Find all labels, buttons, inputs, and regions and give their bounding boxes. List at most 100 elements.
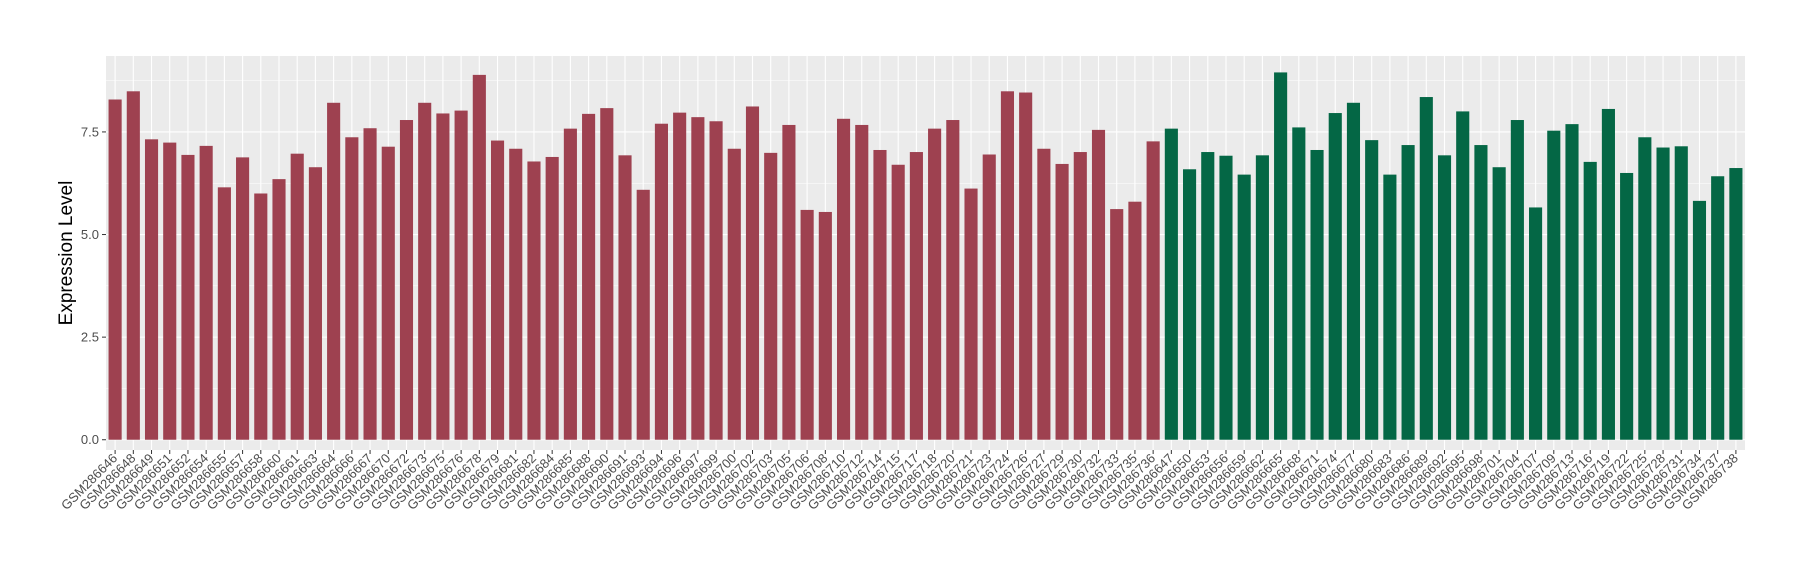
bar-GSM286700 bbox=[727, 148, 741, 440]
bar-GSM286686 bbox=[1401, 145, 1415, 440]
bar-GSM286663 bbox=[308, 167, 322, 440]
bar-GSM286707 bbox=[1529, 207, 1543, 440]
bar-GSM286714 bbox=[873, 149, 887, 440]
bar-GSM286695 bbox=[1456, 111, 1470, 440]
bar-GSM286724 bbox=[1000, 91, 1015, 440]
bar-GSM286730 bbox=[1073, 152, 1087, 440]
y-tick-label: 7.5 bbox=[81, 124, 99, 139]
bar-GSM286682 bbox=[527, 161, 541, 440]
bar-GSM286668 bbox=[1292, 127, 1306, 440]
y-tick-label: 5.0 bbox=[81, 227, 99, 242]
bar-GSM286729 bbox=[1055, 163, 1069, 440]
bar-GSM286685 bbox=[563, 128, 577, 440]
bar-GSM286651 bbox=[163, 142, 177, 440]
bar-GSM286684 bbox=[545, 156, 559, 440]
bar-GSM286648 bbox=[126, 91, 140, 440]
bar-GSM286650 bbox=[1183, 169, 1197, 440]
bar-GSM286697 bbox=[691, 117, 705, 440]
bar-GSM286702 bbox=[745, 106, 760, 440]
bar-GSM286713 bbox=[1565, 124, 1579, 440]
bar-GSM286698 bbox=[1474, 145, 1488, 440]
bar-GSM286705 bbox=[782, 124, 796, 440]
bar-GSM286704 bbox=[1510, 120, 1524, 440]
bar-GSM286722 bbox=[1620, 172, 1634, 440]
bar-GSM286694 bbox=[654, 123, 668, 440]
bar-GSM286708 bbox=[818, 211, 832, 440]
bar-GSM286674 bbox=[1328, 113, 1342, 440]
bar-GSM286691 bbox=[618, 155, 632, 440]
bar-GSM286737 bbox=[1711, 176, 1725, 440]
bar-GSM286710 bbox=[836, 118, 851, 440]
bar-GSM286681 bbox=[509, 148, 523, 440]
bar-GSM286659 bbox=[1237, 174, 1251, 440]
bar-GSM286657 bbox=[236, 157, 250, 440]
bar-GSM286728 bbox=[1656, 147, 1670, 440]
bar-GSM286727 bbox=[1037, 148, 1051, 440]
bar-GSM286647 bbox=[1164, 128, 1178, 440]
bar-GSM286723 bbox=[982, 154, 996, 440]
y-axis-title: Expression Level bbox=[56, 181, 77, 326]
bar-GSM286654 bbox=[199, 145, 213, 440]
bar-GSM286676 bbox=[454, 110, 468, 440]
bar-GSM286649 bbox=[144, 139, 159, 440]
bar-GSM286666 bbox=[345, 137, 359, 440]
bar-GSM286718 bbox=[928, 128, 942, 440]
bar-GSM286701 bbox=[1492, 167, 1506, 440]
bar-GSM286664 bbox=[327, 102, 341, 440]
bar-GSM286672 bbox=[399, 120, 414, 440]
bar-GSM286725 bbox=[1638, 137, 1652, 440]
bar-GSM286712 bbox=[855, 124, 869, 440]
bar-GSM286653 bbox=[1201, 152, 1215, 440]
bar-GSM286662 bbox=[1255, 155, 1269, 440]
bar-GSM286688 bbox=[582, 113, 596, 440]
bar-GSM286689 bbox=[1419, 97, 1433, 440]
bar-GSM286703 bbox=[764, 152, 778, 440]
bar-GSM286715 bbox=[891, 164, 905, 440]
bar-GSM286683 bbox=[1383, 174, 1397, 440]
bar-GSM286719 bbox=[1601, 108, 1615, 440]
bar-GSM286736 bbox=[1146, 141, 1160, 440]
bar-GSM286680 bbox=[1365, 140, 1379, 440]
y-tick-label: 0.0 bbox=[81, 432, 99, 447]
bar-GSM286738 bbox=[1729, 168, 1743, 440]
bar-GSM286667 bbox=[363, 128, 377, 440]
bar-GSM286693 bbox=[636, 189, 650, 440]
bar-GSM286671 bbox=[1310, 149, 1324, 440]
bar-GSM286665 bbox=[1274, 72, 1288, 440]
bar-GSM286670 bbox=[381, 146, 395, 440]
bar-GSM286673 bbox=[418, 102, 432, 440]
bar-GSM286706 bbox=[800, 209, 814, 440]
bar-GSM286721 bbox=[964, 188, 978, 440]
bar-GSM286732 bbox=[1091, 129, 1106, 440]
x-axis: GSM286646GSM286648GSM286649GSM286651GSM2… bbox=[58, 450, 1741, 513]
bar-GSM286679 bbox=[490, 140, 505, 440]
bar-GSM286652 bbox=[181, 154, 195, 440]
bar-GSM286696 bbox=[673, 112, 687, 440]
bar-GSM286699 bbox=[709, 121, 723, 440]
bar-GSM286734 bbox=[1692, 200, 1707, 440]
bars bbox=[108, 72, 1743, 440]
y-tick-label: 2.5 bbox=[81, 330, 99, 345]
bar-GSM286726 bbox=[1019, 92, 1033, 440]
bar-GSM286717 bbox=[909, 152, 923, 440]
bar-GSM286731 bbox=[1674, 146, 1688, 440]
bar-GSM286716 bbox=[1583, 161, 1597, 440]
bar-GSM286720 bbox=[946, 120, 960, 440]
bar-GSM286733 bbox=[1110, 209, 1124, 440]
bar-GSM286646 bbox=[108, 99, 122, 440]
bar-GSM286655 bbox=[217, 187, 231, 440]
bar-GSM286735 bbox=[1128, 201, 1142, 440]
bar-GSM286675 bbox=[436, 113, 450, 440]
bar-GSM286660 bbox=[272, 179, 286, 440]
y-axis: 0.0 2.5 5.0 7.5 bbox=[81, 124, 106, 447]
bar-GSM286661 bbox=[290, 153, 304, 440]
bar-GSM286709 bbox=[1547, 130, 1561, 440]
bar-GSM286658 bbox=[254, 193, 268, 440]
bar-GSM286690 bbox=[600, 108, 614, 440]
bar-GSM286677 bbox=[1346, 102, 1361, 440]
plot-panel bbox=[106, 56, 1745, 450]
bar-GSM286678 bbox=[472, 74, 486, 440]
bar-GSM286692 bbox=[1437, 155, 1452, 440]
